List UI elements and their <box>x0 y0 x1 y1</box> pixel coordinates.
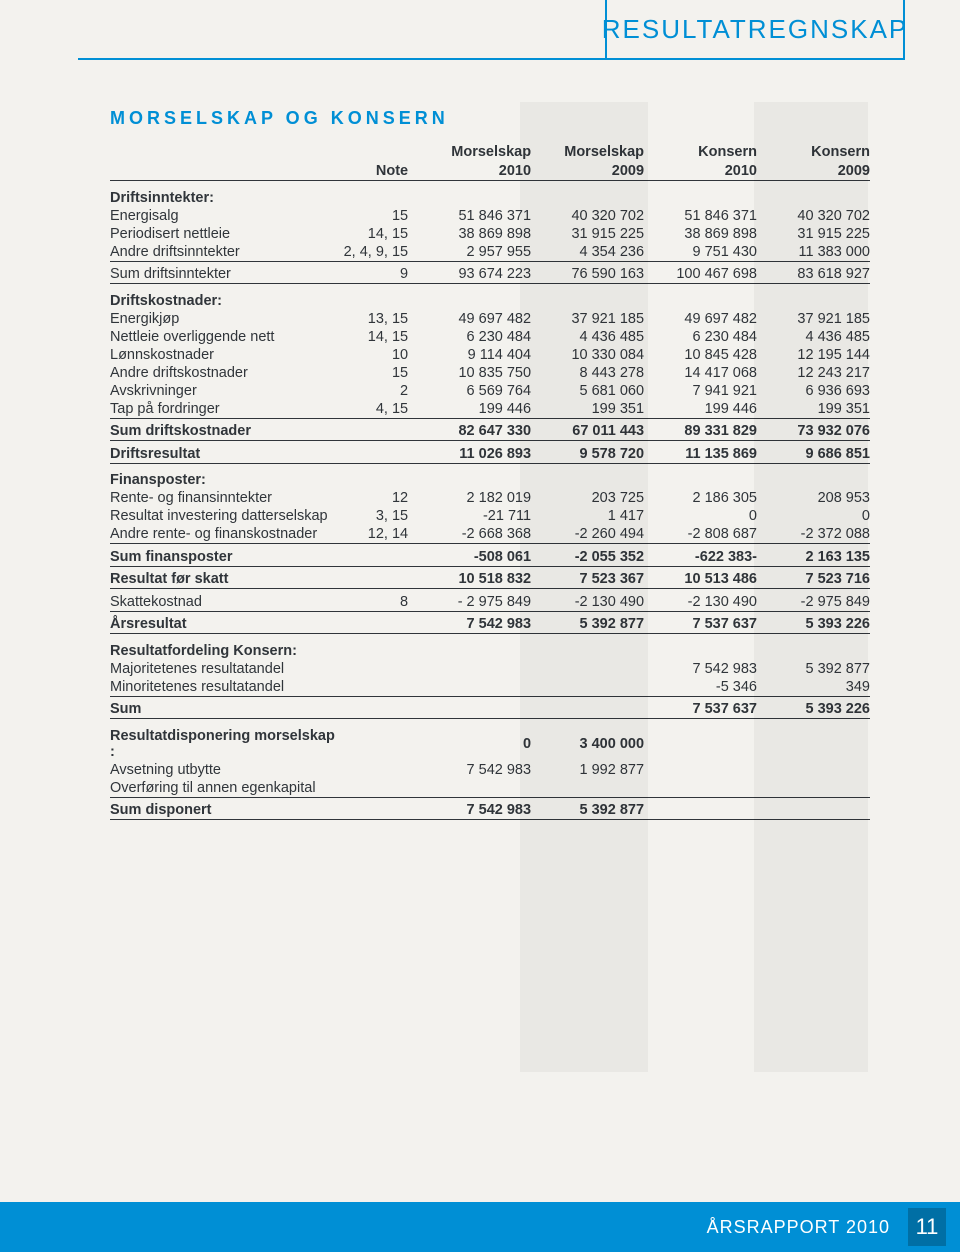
table-row: Driftsresultat11 026 8939 578 72011 135 … <box>110 445 870 464</box>
col-h4b: 2009 <box>757 162 870 181</box>
table-row: Rente- og finansinntekter122 182 019203 … <box>110 489 870 507</box>
table-row: Resultat investering datterselskap3, 15-… <box>110 507 870 525</box>
col-h1b: 2010 <box>418 162 531 181</box>
header-rule <box>78 58 609 60</box>
col-h1: Morselskap <box>418 143 531 162</box>
table-row: Avsetning utbytte7 542 9831 992 877 <box>110 761 870 779</box>
footer-text: ÅRSRAPPORT 2010 <box>707 1217 890 1238</box>
table-row: Årsresultat7 542 9835 392 8777 537 6375 … <box>110 615 870 634</box>
table-row: Minoritetenes resultatandel-5 346349 <box>110 678 870 697</box>
table-row: Andre driftsinntekter2, 4, 9, 152 957 95… <box>110 243 870 262</box>
table-row: Sum7 537 6375 393 226 <box>110 700 870 719</box>
table-row: Resultat før skatt10 518 8327 523 36710 … <box>110 570 870 589</box>
col-h3: Konsern <box>644 143 757 162</box>
table-row: Majoritetenes resultatandel7 542 9835 39… <box>110 660 870 678</box>
table-row: Resultatfordeling Konsern: <box>110 642 870 660</box>
table-row: Lønnskostnader109 114 40410 330 08410 84… <box>110 346 870 364</box>
col-h2b: 2009 <box>531 162 644 181</box>
table-row: Finansposter: <box>110 471 870 489</box>
table-row: Avskrivninger26 569 7645 681 0607 941 92… <box>110 382 870 400</box>
table-row: Andre driftskostnader1510 835 7508 443 2… <box>110 364 870 382</box>
table-header-row: Morselskap Morselskap Konsern Konsern <box>110 143 870 162</box>
col-h4: Konsern <box>757 143 870 162</box>
col-h3b: 2010 <box>644 162 757 181</box>
col-h2: Morselskap <box>531 143 644 162</box>
table-row: Sum disponert7 542 9835 392 877 <box>110 801 870 820</box>
table-row: Energikjøp13, 1549 697 48237 921 18549 6… <box>110 310 870 328</box>
table-row: Driftsinntekter: <box>110 189 870 207</box>
table-row: Periodisert nettleie14, 1538 869 89831 9… <box>110 225 870 243</box>
table-row: Driftskostnader: <box>110 292 870 310</box>
page-number: 11 <box>908 1208 946 1246</box>
footer-bar: ÅRSRAPPORT 2010 11 <box>0 1202 960 1252</box>
header-title: RESULTATREGNSKAP <box>602 14 909 45</box>
table-row: Resultatdisponering morselskap :03 400 0… <box>110 727 870 761</box>
section-title: MORSELSKAP OG KONSERN <box>110 108 870 129</box>
col-note-label: Note <box>336 162 418 181</box>
content-area: MORSELSKAP OG KONSERN Morselskap Morsels… <box>110 108 870 820</box>
income-statement-table: Morselskap Morselskap Konsern Konsern No… <box>110 143 870 820</box>
table-row: Nettleie overliggende nett14, 156 230 48… <box>110 328 870 346</box>
table-row: Sum finansposter-508 061-2 055 352-622 3… <box>110 548 870 567</box>
header-tab: RESULTATREGNSKAP <box>605 0 905 60</box>
table-row: Sum driftsinntekter993 674 22376 590 163… <box>110 265 870 284</box>
table-row: Skattekostnad8- 2 975 849-2 130 490-2 13… <box>110 593 870 612</box>
table-row: Energisalg1551 846 37140 320 70251 846 3… <box>110 207 870 225</box>
table-row: Sum driftskostnader82 647 33067 011 4438… <box>110 422 870 441</box>
table-header-row-2: Note 2010 2009 2010 2009 <box>110 162 870 181</box>
table-row: Tap på fordringer4, 15199 446199 351199 … <box>110 400 870 419</box>
table-row: Andre rente- og finanskostnader12, 14-2 … <box>110 525 870 544</box>
table-row: Overføring til annen egenkapital <box>110 779 870 798</box>
